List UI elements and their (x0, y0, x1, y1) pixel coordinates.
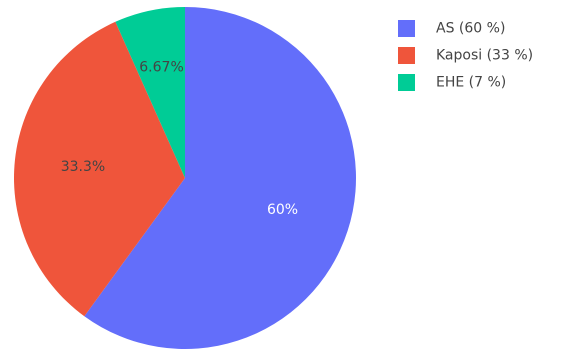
slice-label-0: 60% (267, 202, 298, 218)
legend-swatch-1 (398, 47, 415, 64)
slice-label-2: 6.67% (139, 60, 183, 76)
legend-label-1: Kaposi (33 %) (436, 48, 533, 64)
pie-slice-labels: 60% 33.3% 6.67% (61, 60, 298, 218)
legend-swatch-0 (398, 20, 415, 37)
pie-slice-1[interactable] (13, 21, 185, 317)
pie-slice-2[interactable] (115, 6, 185, 178)
pie-slices (13, 6, 356, 349)
slice-label-1: 33.3% (61, 159, 105, 175)
legend-item-0[interactable]: AS (60 %) (398, 20, 505, 37)
legend[interactable]: AS (60 %) Kaposi (33 %) EHE (7 %) (398, 20, 533, 91)
pie-slice-0[interactable] (84, 7, 356, 349)
legend-label-2: EHE (7 %) (436, 75, 506, 91)
legend-label-0: AS (60 %) (436, 21, 505, 37)
legend-swatch-2 (398, 74, 415, 91)
legend-item-2[interactable]: EHE (7 %) (398, 74, 506, 91)
legend-item-1[interactable]: Kaposi (33 %) (398, 47, 533, 64)
